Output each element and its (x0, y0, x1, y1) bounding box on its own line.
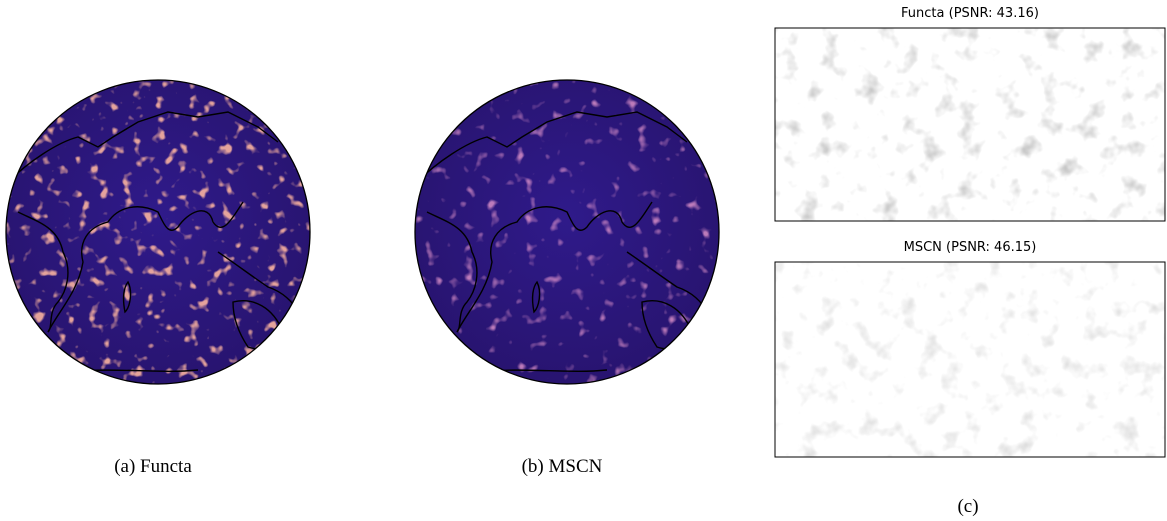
map-title: Functa (PSNR: 43.16) (901, 6, 1039, 21)
caption: (c) (957, 496, 978, 517)
caption: (a) Functa (114, 456, 192, 477)
map-title: MSCN (PSNR: 46.15) (904, 240, 1037, 255)
globe-functa (5, 79, 311, 385)
error-map-mscn (774, 261, 1166, 458)
caption: (b) MSCN (522, 456, 603, 477)
globe-mscn (414, 79, 720, 385)
error-map-functa (774, 27, 1166, 222)
